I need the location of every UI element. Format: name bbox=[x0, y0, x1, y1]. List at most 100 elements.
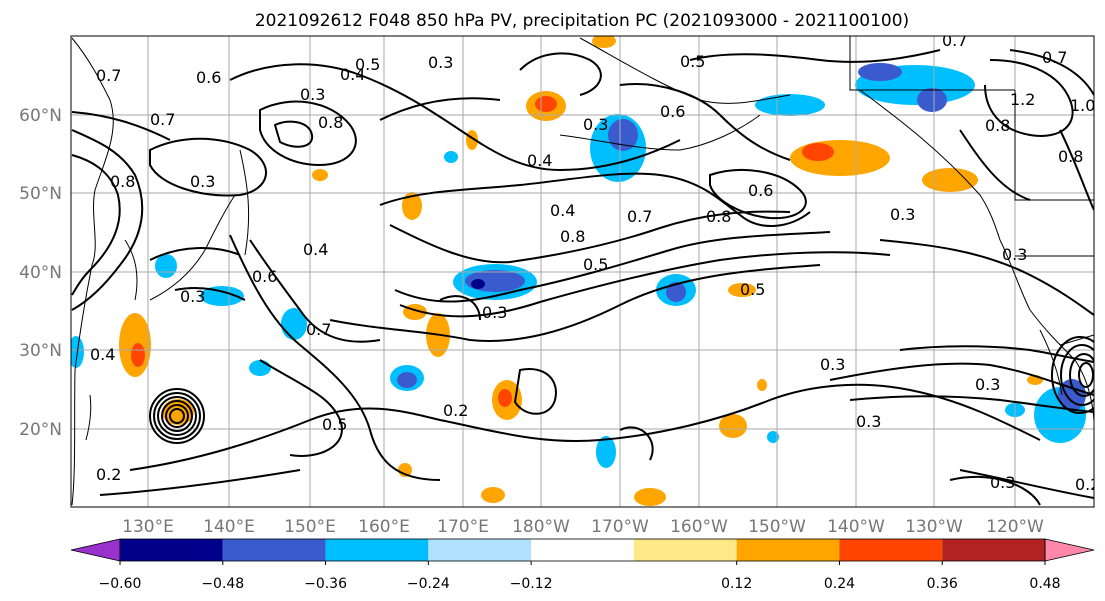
contour-label: 0.3 bbox=[583, 115, 608, 134]
colorbar-segment bbox=[839, 539, 943, 561]
contour-label: 0.5 bbox=[583, 255, 608, 274]
colorbar-tick-label: 0.24 bbox=[824, 576, 855, 592]
contour-label: 0.7 bbox=[306, 320, 331, 339]
shade-cyan-japan bbox=[155, 254, 177, 278]
shade-orange-sp1 bbox=[719, 414, 747, 438]
colorbar-tick-label: 0.12 bbox=[721, 576, 752, 592]
contour-label: 0.3 bbox=[856, 412, 881, 431]
pv-contour-ne-2 bbox=[959, 129, 1031, 201]
border-alaska-canada bbox=[849, 36, 1015, 91]
border-canada-interior bbox=[1014, 90, 1094, 201]
shade-blue-mid bbox=[666, 282, 686, 302]
contour-label: 0.3 bbox=[990, 473, 1015, 492]
shade-cyan-kyushu bbox=[200, 286, 244, 306]
colorbar-tick-label: −0.36 bbox=[304, 576, 347, 592]
contour-label: 0.3 bbox=[820, 355, 845, 374]
contour-label: 0.3 bbox=[190, 172, 215, 191]
pv-contour-east-4 bbox=[879, 239, 1094, 316]
colorbar-segment bbox=[120, 539, 223, 561]
typhoon-ring-2 bbox=[153, 392, 201, 440]
longitude-labels: 130°E 140°E 150°E 160°E 170°E 180°W 170°… bbox=[122, 517, 1044, 537]
shade-orange-gulf1 bbox=[790, 140, 890, 176]
contour-label: 1.0 bbox=[1070, 96, 1095, 115]
contour-label: 0.2 bbox=[1075, 475, 1100, 494]
contour-labels: 0.7 0.6 0.5 0.4 0.3 0.3 0.3 0.5 0.7 0.8 … bbox=[90, 31, 1100, 494]
chart-title: 2021092612 F048 850 hPa PV, precipitatio… bbox=[255, 11, 909, 31]
contour-label: 0.7 bbox=[942, 31, 967, 50]
map-panel: 0.7 0.6 0.5 0.4 0.3 0.3 0.3 0.5 0.7 0.8 … bbox=[70, 31, 1100, 508]
pv-contour-sp-4 bbox=[619, 426, 654, 461]
colorbar-frame bbox=[119, 538, 1046, 562]
pv-contour-north-2 bbox=[259, 100, 357, 167]
contour-label: 0.5 bbox=[740, 280, 765, 299]
ep-ring-3 bbox=[1069, 353, 1094, 397]
pv-contour-west-1 bbox=[71, 129, 144, 311]
contour-label: 0.2 bbox=[96, 465, 121, 484]
ep-ring-1 bbox=[1051, 336, 1094, 414]
colorbar-extend-high bbox=[1044, 538, 1095, 562]
colorbar-tick-label: −0.24 bbox=[407, 576, 450, 592]
lat-label: 60°N bbox=[19, 106, 62, 126]
latitude-labels: 60°N 50°N 40°N 30°N 20°N bbox=[19, 106, 62, 440]
contour-label: 0.3 bbox=[428, 53, 453, 72]
contour-label: 0.8 bbox=[560, 227, 585, 246]
pv-contour-sp-1 bbox=[513, 368, 557, 415]
contour-label: 0.4 bbox=[90, 345, 115, 364]
pv-contour-japan-2 bbox=[149, 247, 241, 261]
shade-orange-sp3 bbox=[481, 487, 505, 503]
shade-orange-small4 bbox=[312, 169, 328, 181]
pv-contour-ne-1 bbox=[984, 59, 1074, 137]
contour-label: 0.8 bbox=[110, 172, 135, 191]
contour-label: 1.2 bbox=[1010, 90, 1035, 109]
pv-contour-west-2 bbox=[71, 154, 121, 296]
pv-contour-south-2 bbox=[99, 469, 301, 496]
pv-contour-east-3 bbox=[899, 345, 1094, 363]
pv-contour-sp-2 bbox=[439, 295, 481, 321]
contour-label: 0.7 bbox=[150, 110, 175, 129]
contour-label: 0.4 bbox=[527, 151, 552, 170]
coast-taiwan bbox=[85, 394, 92, 441]
colorbar-tick-label: −0.12 bbox=[510, 576, 553, 592]
shade-cyan-small1 bbox=[444, 151, 458, 163]
colorbar-segment bbox=[633, 539, 737, 561]
shade-cyan-sp1 bbox=[596, 436, 616, 468]
contour-label: 0.3 bbox=[975, 375, 1000, 394]
map-frame bbox=[70, 35, 1095, 508]
contour-label: 0.7 bbox=[96, 66, 121, 85]
shade-blue-alaska1 bbox=[858, 63, 902, 81]
lon-label: 180°W bbox=[512, 517, 570, 537]
shade-cyan-small2 bbox=[767, 431, 779, 443]
coast-alaska-panhandle bbox=[859, 89, 1001, 241]
contour-label: 0.8 bbox=[985, 116, 1010, 135]
shade-navy-dateline bbox=[471, 279, 485, 289]
colorbar-tick-label: 0.48 bbox=[1029, 576, 1060, 592]
colorbar-ticks: −0.60 −0.48 −0.36 −0.24 −0.12 0.12 0.24 0.36 0.4… bbox=[99, 561, 1061, 592]
contour-label: 0.5 bbox=[680, 52, 705, 71]
contour-label: 0.4 bbox=[303, 240, 328, 259]
coast-asia bbox=[71, 37, 114, 506]
pv-contour-ne-4 bbox=[1059, 129, 1094, 211]
contour-label: 0.3 bbox=[180, 287, 205, 306]
shade-red-bering bbox=[535, 96, 557, 112]
pv-contour-north-3 bbox=[273, 120, 314, 148]
colorbar-segment bbox=[942, 539, 1045, 561]
shade-orange-sp2 bbox=[634, 488, 666, 506]
lat-label: 20°N bbox=[19, 420, 62, 440]
lon-label: 150°W bbox=[748, 517, 806, 537]
lon-label: 170°E bbox=[437, 517, 489, 537]
contour-label: 0.6 bbox=[660, 102, 685, 121]
typhoon-ring-3 bbox=[157, 396, 197, 436]
pv-contour-jet-1 bbox=[379, 172, 811, 227]
colorbar-segment bbox=[736, 539, 840, 561]
colorbar-segment bbox=[428, 539, 532, 561]
shade-blue-ep1 bbox=[1058, 379, 1086, 411]
pv-contour-mid-3 bbox=[259, 359, 343, 457]
contour-label: 0.6 bbox=[252, 267, 277, 286]
pv-contour-west-3 bbox=[71, 111, 171, 141]
pv-contour-alaska-1 bbox=[689, 49, 941, 63]
pv-contour-bering-1 bbox=[519, 52, 602, 96]
lat-label: 30°N bbox=[19, 341, 62, 361]
lat-label: 50°N bbox=[19, 184, 62, 204]
ep-ring-4 bbox=[1078, 362, 1094, 388]
